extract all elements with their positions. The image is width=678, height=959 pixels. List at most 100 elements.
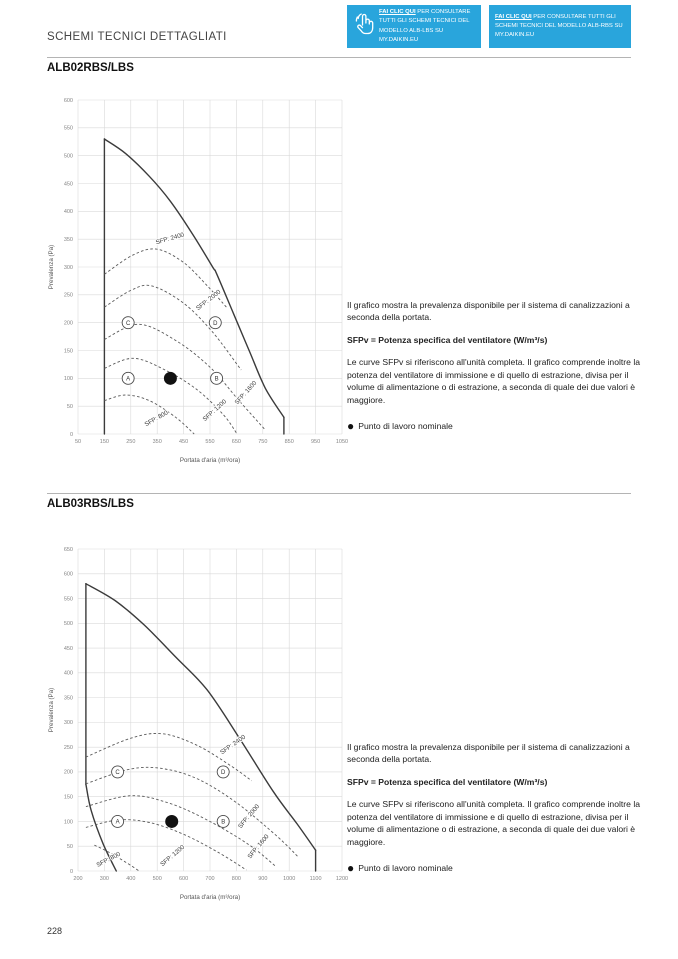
sfp-curve (85, 732, 252, 782)
svg-text:1100: 1100 (310, 876, 322, 882)
marker-C: C (121, 316, 135, 330)
sfp-curve-label: SFP: 1600 (233, 379, 258, 406)
svg-text:600: 600 (64, 572, 73, 578)
sfp-note: Le curve SFPv si riferiscono all'unità c… (347, 357, 641, 405)
chart-grid (77, 548, 343, 872)
marker-A: A (121, 371, 135, 385)
chart-grid (77, 99, 343, 435)
x-axis-title: Portata d'aria (m³/ora) (180, 894, 240, 901)
nominal-point-legend: ● Punto di lavoro nominale (347, 419, 453, 434)
svg-text:0: 0 (70, 869, 73, 875)
svg-text:450: 450 (64, 646, 73, 652)
sfp-curve (104, 323, 266, 430)
envelope-curve (103, 138, 285, 435)
sfp-curve-label: SFP: 2000 (195, 288, 223, 312)
svg-text:50: 50 (67, 844, 73, 850)
header-link-alb-rbs[interactable]: FAI CLIC QUI PER CONSULTARE TUTTI GLI SC… (489, 5, 631, 48)
sfp-curve-label: SFP: 1200 (159, 844, 186, 869)
envelope-curve (85, 583, 317, 872)
nominal-point-dot-icon: ● (347, 419, 355, 434)
sfp-curve (104, 248, 227, 308)
svg-text:650: 650 (232, 439, 241, 445)
svg-text:250: 250 (64, 745, 73, 751)
svg-text:550: 550 (64, 596, 73, 602)
section-divider (47, 493, 631, 494)
svg-text:500: 500 (64, 621, 73, 627)
svg-text:150: 150 (64, 794, 73, 800)
svg-text:600: 600 (64, 98, 73, 104)
sfp-curve-label: SFP: 800 (144, 409, 170, 428)
svg-text:550: 550 (205, 439, 214, 445)
marker-C: C (111, 765, 125, 779)
sfp-curve-label: SFP: 1200 (202, 398, 229, 423)
marker-B: B (210, 371, 224, 385)
svg-text:D: D (213, 321, 218, 327)
svg-text:200: 200 (64, 320, 73, 326)
svg-text:200: 200 (73, 876, 82, 882)
svg-text:1200: 1200 (336, 876, 348, 882)
sfp-curve (85, 795, 277, 868)
description-paragraph: Il grafico mostra la prevalenza disponib… (347, 300, 630, 323)
chart-description-alb02: Il grafico mostra la prevalenza disponib… (347, 299, 640, 433)
svg-text:500: 500 (153, 876, 162, 882)
hand-click-icon (353, 12, 375, 41)
svg-text:100: 100 (64, 819, 73, 825)
svg-text:B: B (215, 377, 219, 383)
svg-text:350: 350 (64, 237, 73, 243)
svg-text:150: 150 (64, 348, 73, 354)
sfp-curve-label: SFP: 800 (95, 851, 122, 869)
svg-text:550: 550 (64, 126, 73, 132)
nominal-point (163, 371, 177, 385)
sfp-curve (104, 284, 242, 371)
svg-text:A: A (116, 820, 120, 826)
svg-text:0: 0 (70, 432, 73, 438)
svg-text:650: 650 (64, 547, 73, 553)
svg-text:150: 150 (100, 439, 109, 445)
svg-text:1050: 1050 (336, 439, 348, 445)
svg-text:C: C (126, 321, 131, 327)
sfp-curve (104, 394, 195, 435)
svg-text:400: 400 (126, 876, 135, 882)
svg-text:350: 350 (64, 695, 73, 701)
fan-curve-chart-alb03: 200 300 400 500 600 700 800 900 1000 1100 1200 0 50 1… (48, 547, 348, 901)
marker-A: A (111, 815, 125, 828)
section-divider (47, 57, 631, 58)
marker-B: B (216, 815, 230, 828)
header-link-alb-lbs[interactable]: FAI CLIC QUI PER CONSULTARE TUTTI GLI SC… (347, 5, 481, 48)
nominal-point (165, 814, 179, 828)
svg-text:300: 300 (64, 720, 73, 726)
svg-text:C: C (115, 770, 120, 776)
tick-labels: 200 300 400 500 600 700 800 900 1000 1100 1200 0 50 1… (64, 547, 348, 882)
x-axis-title: Portata d'aria (m³/ora) (180, 457, 240, 464)
sfp-curve-label: SFP: 2400 (155, 231, 186, 246)
svg-text:50: 50 (67, 404, 73, 410)
marker-D: D (216, 765, 230, 779)
svg-text:950: 950 (311, 439, 320, 445)
sfp-definition: SFPv = Potenza specifica del ventilatore… (347, 334, 548, 345)
svg-text:600: 600 (179, 876, 188, 882)
sfp-note: Le curve SFPv si riferiscono all'unità c… (347, 799, 641, 847)
page-number: 228 (47, 926, 63, 936)
svg-text:800: 800 (232, 876, 241, 882)
header-links: FAI CLIC QUI PER CONSULTARE TUTTI GLI SC… (347, 5, 631, 48)
svg-text:900: 900 (258, 876, 267, 882)
sfp-curve (94, 844, 140, 872)
svg-text:450: 450 (64, 181, 73, 187)
page-title: SCHEMI TECNICI DETTAGLIATI (47, 31, 227, 43)
svg-text:450: 450 (179, 439, 188, 445)
svg-text:850: 850 (285, 439, 294, 445)
svg-text:750: 750 (258, 439, 267, 445)
sfp-curve-label: SFP: 2000 (237, 803, 262, 830)
nominal-point-legend: ● Punto di lavoro nominale (347, 861, 453, 876)
section-heading-alb03: ALB03RBS/LBS (47, 498, 134, 510)
svg-text:700: 700 (205, 876, 214, 882)
y-axis-title: Prevalenza (Pa) (48, 245, 55, 289)
description-paragraph: Il grafico mostra la prevalenza disponib… (347, 742, 630, 765)
svg-text:1000: 1000 (283, 876, 295, 882)
section-heading-alb02: ALB02RBS/LBS (47, 62, 134, 74)
header-link-text: FAI CLIC QUI PER CONSULTARE TUTTI GLI SC… (379, 9, 471, 43)
svg-text:250: 250 (126, 439, 135, 445)
chart-description-alb03: Il grafico mostra la prevalenza disponib… (347, 741, 640, 875)
sfp-curve (104, 357, 237, 434)
svg-text:500: 500 (64, 153, 73, 159)
